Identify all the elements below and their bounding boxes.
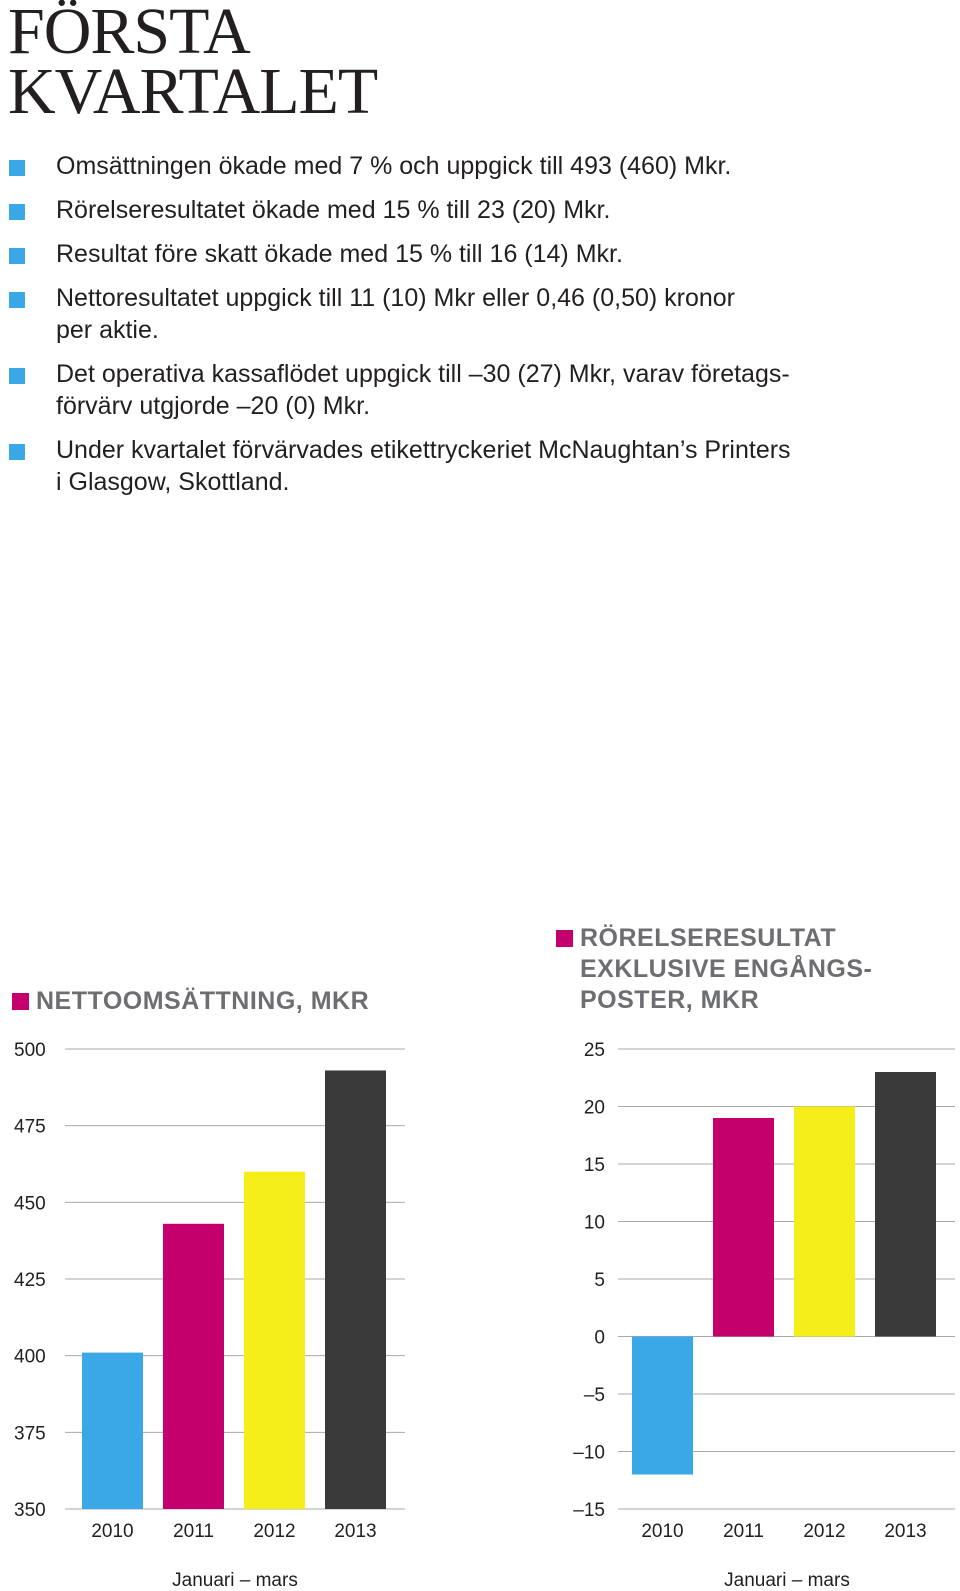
square-bullet-icon xyxy=(9,160,25,176)
highlight-text: förvärv utgjorde –20 (0) Mkr. xyxy=(56,392,371,420)
y-tick-label: 5 xyxy=(594,1270,605,1291)
highlight-text: per aktie. xyxy=(56,316,159,344)
x-tick-label: 2013 xyxy=(334,1521,376,1542)
highlight-item: Omsättningen ökade med 7 % och uppgick t… xyxy=(0,150,960,182)
y-tick-label: –5 xyxy=(584,1385,605,1406)
highlight-text: Omsättningen ökade med 7 % och uppgick t… xyxy=(56,152,732,180)
chart-title-line: POSTER, MKR xyxy=(580,986,760,1014)
x-tick-label: 2010 xyxy=(641,1521,683,1542)
y-tick-label: 20 xyxy=(584,1098,605,1119)
bar xyxy=(794,1106,855,1337)
page-title-line: KVARTALET xyxy=(8,55,378,128)
chart-title-line: NETTOOMSÄTTNING, MKR xyxy=(36,987,370,1015)
highlight-text: Under kvartalet förvärvades etikettrycke… xyxy=(56,436,791,464)
x-axis-label: Januari – mars xyxy=(724,1570,850,1591)
x-axis-label: Januari – mars xyxy=(172,1570,298,1591)
y-tick-label: 475 xyxy=(14,1117,46,1138)
bar xyxy=(713,1118,774,1337)
x-tick-label: 2012 xyxy=(803,1521,845,1542)
highlight-item: Resultat före skatt ökade med 15 % till … xyxy=(0,238,960,270)
square-bullet-icon xyxy=(9,292,25,308)
highlight-text: Resultat före skatt ökade med 15 % till … xyxy=(56,240,623,268)
bar xyxy=(325,1070,386,1509)
y-tick-label: 400 xyxy=(14,1347,46,1368)
highlight-text: Nettoresultatet uppgick till 11 (10) Mkr… xyxy=(56,284,736,312)
bar xyxy=(875,1072,936,1337)
highlight-text: i Glasgow, Skottland. xyxy=(56,468,290,496)
page-title-line: FÖRSTA xyxy=(8,0,251,68)
bar xyxy=(163,1223,224,1509)
square-bullet-icon xyxy=(9,444,25,460)
y-tick-label: 10 xyxy=(584,1213,605,1234)
y-tick-label: 450 xyxy=(14,1193,46,1214)
highlight-item: Rörelseresultatet ökade med 15 % till 23… xyxy=(0,194,960,226)
chart-title-operating-result: RÖRELSERESULTAT EXKLUSIVE ENGÅNGS- POSTE… xyxy=(556,923,873,1016)
x-tick-label: 2013 xyxy=(884,1521,926,1542)
x-tick-label: 2010 xyxy=(91,1521,133,1542)
highlight-item: Under kvartalet förvärvades etikettrycke… xyxy=(0,434,960,498)
square-bullet-icon xyxy=(9,248,25,264)
y-tick-label: 25 xyxy=(584,1040,605,1061)
square-legend-icon xyxy=(12,993,29,1010)
bar xyxy=(632,1336,693,1475)
bar xyxy=(82,1352,143,1509)
highlight-item: Det operativa kassaflödet uppgick till –… xyxy=(0,358,960,422)
square-bullet-icon xyxy=(9,204,25,220)
chart-title-net-sales: NETTOOMSÄTTNING, MKR xyxy=(12,986,370,1017)
chart-title-line: RÖRELSERESULTAT xyxy=(580,924,837,952)
y-tick-label: 15 xyxy=(584,1155,605,1176)
chart-title-line: EXKLUSIVE ENGÅNGS- xyxy=(580,955,873,983)
highlight-text: Rörelseresultatet ökade med 15 % till 23… xyxy=(56,196,611,224)
highlight-item: Nettoresultatet uppgick till 11 (10) Mkr… xyxy=(0,282,960,346)
bar xyxy=(244,1171,305,1509)
y-tick-label: 350 xyxy=(14,1500,46,1521)
y-tick-label: –10 xyxy=(573,1443,605,1464)
y-tick-label: 375 xyxy=(14,1423,46,1444)
y-tick-label: 0 xyxy=(594,1328,605,1349)
square-legend-icon xyxy=(556,930,573,947)
page-title: FÖRSTA KVARTALET xyxy=(8,0,378,128)
highlight-text: Det operativa kassaflödet uppgick till –… xyxy=(56,360,790,388)
x-tick-label: 2011 xyxy=(173,1521,214,1542)
square-bullet-icon xyxy=(9,368,25,384)
x-tick-label: 2011 xyxy=(723,1521,764,1542)
x-tick-label: 2012 xyxy=(253,1521,295,1542)
y-tick-label: 500 xyxy=(14,1040,46,1061)
y-tick-label: –15 xyxy=(573,1500,605,1521)
highlights-list: Omsättningen ökade med 7 % och uppgick t… xyxy=(0,150,960,510)
y-tick-label: 425 xyxy=(14,1270,46,1291)
